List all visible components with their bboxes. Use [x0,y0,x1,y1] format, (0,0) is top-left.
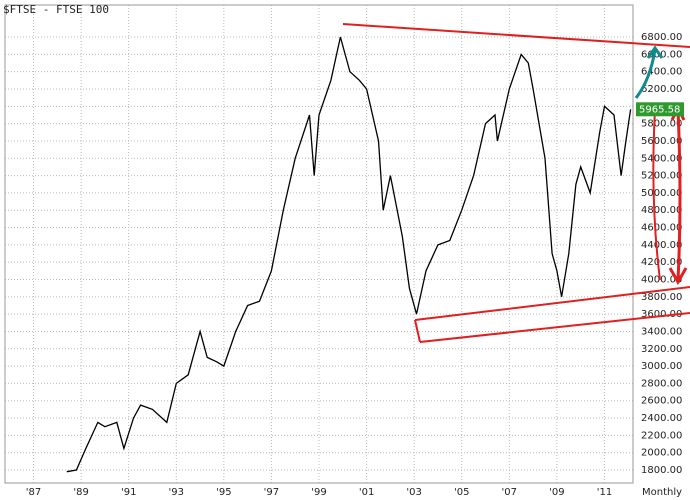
y-tick-label: 5800.00 [641,119,682,130]
y-tick-label: 5600.00 [641,136,682,147]
y-tick-label: 3600.00 [641,309,682,320]
x-tick-label: '89 [73,487,88,498]
x-tick-label: '97 [264,487,279,498]
y-tick-label: 3800.00 [641,292,682,303]
x-tick-label: '05 [454,487,469,498]
x-tick-label: '07 [502,487,517,498]
arrow [652,109,661,281]
trend-line [414,319,421,343]
y-tick-label: 6800.00 [641,32,682,43]
y-tick-label: 3000.00 [641,361,682,372]
chart-title: $FTSE - FTSE 100 [3,3,109,16]
trend-line [414,286,690,321]
x-tick-label: '03 [406,487,421,498]
y-tick-label: 6400.00 [641,67,682,78]
y-tick-label: 4400.00 [641,240,682,251]
y-tick-label: 5000.00 [641,188,682,199]
y-tick-label: 6600.00 [641,49,682,60]
y-tick-label: 4600.00 [641,223,682,234]
trend-line [342,23,690,48]
last-value-box [636,102,684,117]
x-tick-label: '91 [121,487,136,498]
plot-frame [4,4,634,484]
arrow [634,45,664,99]
trend-line [419,312,690,343]
y-tick-label: 4000.00 [641,275,682,286]
x-tick-label: '01 [359,487,374,498]
period-label: Monthly [642,487,682,498]
y-tick-label: 6200.00 [641,84,682,95]
y-tick-label: 2000.00 [641,448,682,459]
x-tick-label: '99 [311,487,326,498]
y-tick-label: 5400.00 [641,153,682,164]
y-tick-label: 2400.00 [641,413,682,424]
y-tick-label: 1800.00 [641,465,682,476]
y-tick-label: 4200.00 [641,257,682,268]
x-tick-label: '95 [216,487,231,498]
price-line [66,36,632,473]
y-tick-label: 2200.00 [641,430,682,441]
x-tick-label: '87 [26,487,41,498]
y-tick-label: 4800.00 [641,205,682,216]
y-tick-label: 5200.00 [641,171,682,182]
y-tick-label: 3400.00 [641,326,682,337]
x-tick-label: '09 [549,487,564,498]
last-value-label: 5965.58 [639,104,680,115]
axes: 1800.00 2000.00 2200.00 2400.00 2600.00 2800.… [5,5,682,498]
y-tick-label: 2800.00 [641,378,682,389]
x-tick-label: '11 [597,487,612,498]
x-tick-label: '93 [169,487,184,498]
y-tick-label: 2600.00 [641,396,682,407]
y-tick-label: 3200.00 [641,344,682,355]
